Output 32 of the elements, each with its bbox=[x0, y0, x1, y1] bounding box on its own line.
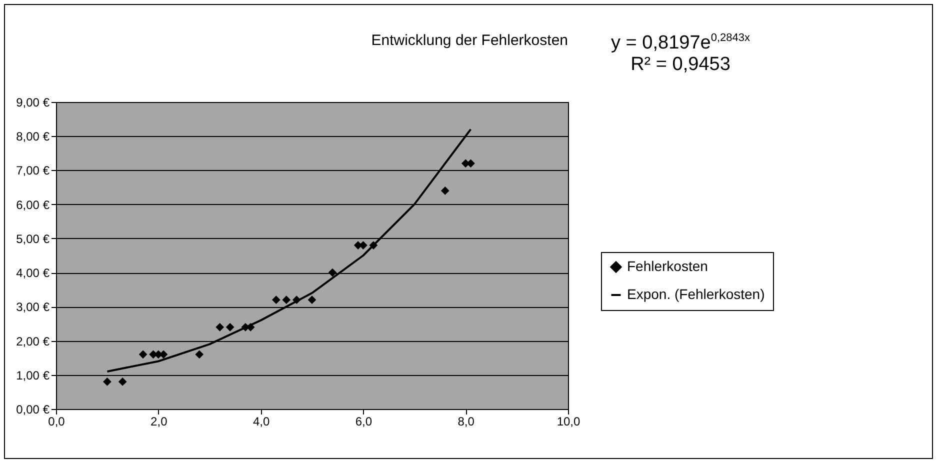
y-tick-label: 8,00 € bbox=[16, 130, 50, 144]
x-tick-label: 0,0 bbox=[48, 414, 66, 428]
point bbox=[195, 350, 204, 359]
y-tick-label: 5,00 € bbox=[16, 232, 50, 246]
y-tick-label: 4,00 € bbox=[16, 266, 50, 280]
y-tick-label: 1,00 € bbox=[16, 368, 50, 382]
point bbox=[216, 322, 224, 332]
point bbox=[138, 350, 148, 359]
point bbox=[440, 186, 450, 195]
y-tick-label: 0,00 € bbox=[16, 402, 50, 416]
legend-label: Fehlerkosten bbox=[627, 258, 708, 274]
y-tick-label: 7,00 € bbox=[16, 164, 50, 178]
x-tick-label: 6,0 bbox=[355, 414, 372, 428]
point bbox=[103, 378, 112, 386]
point bbox=[282, 296, 291, 304]
y-tick-label: 2,00 € bbox=[16, 334, 50, 348]
y-tick-label: 9,00 € bbox=[16, 96, 50, 110]
x-tick-label: 10,0 bbox=[556, 414, 580, 428]
x-tick-label: 4,0 bbox=[252, 414, 270, 428]
legend-label: Expon. (Fehlerkosten) bbox=[627, 286, 765, 302]
text: R² = 0,9453 bbox=[630, 54, 732, 76]
x-tick-label: 8,0 bbox=[458, 414, 475, 428]
y-tick-label: 6,00 € bbox=[16, 198, 50, 212]
x-tick-label: 2,0 bbox=[150, 414, 168, 428]
point bbox=[308, 296, 316, 304]
point bbox=[226, 322, 234, 332]
y-tick-label: 3,00 € bbox=[16, 300, 50, 314]
text: y = 0,8197e$^{0,2843x}$ bbox=[611, 31, 750, 54]
point bbox=[118, 378, 127, 386]
chart-title: Entwicklung der Fehlerkosten bbox=[371, 32, 568, 49]
point bbox=[272, 296, 280, 304]
point bbox=[328, 268, 337, 277]
